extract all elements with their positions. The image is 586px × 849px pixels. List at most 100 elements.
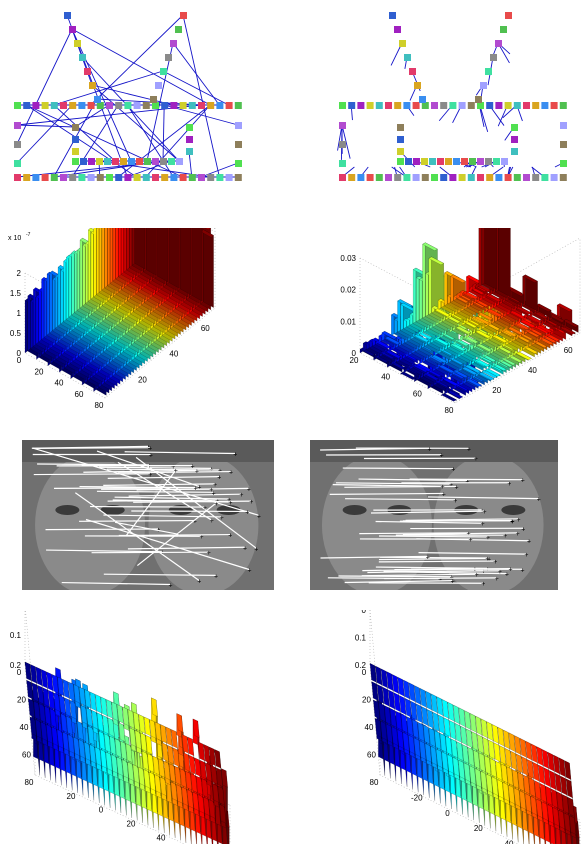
z-tick-label: 2: [17, 269, 22, 278]
graph-node: [468, 174, 475, 181]
arrow-head: +: [473, 567, 477, 574]
graph-node: [32, 102, 39, 109]
graph-node: [152, 158, 159, 165]
graph-node: [486, 102, 493, 109]
correspondence-line: [359, 533, 468, 534]
arrow-head: +: [207, 550, 211, 557]
graph-node: [134, 102, 141, 109]
arrow-head: +: [245, 509, 249, 516]
graph-node: [532, 174, 539, 181]
graph-node: [155, 82, 162, 89]
arrow-head: +: [257, 513, 261, 520]
graph-node: [51, 174, 58, 181]
graph-node: [469, 158, 476, 165]
graph-node: [64, 12, 71, 19]
graph-node: [445, 158, 452, 165]
y-tick-label: 20: [67, 792, 76, 801]
bar: [429, 257, 432, 315]
graph-node: [422, 174, 429, 181]
graph-node: [14, 160, 21, 167]
bar: [28, 294, 30, 351]
y-tick-label: 20: [127, 820, 136, 829]
bar3d-bottom-left: 0.20.1002040608020020406080: [0, 610, 240, 844]
x-tick-label: 0: [362, 668, 367, 677]
bar: [127, 228, 129, 270]
graph-node: [413, 102, 420, 109]
graph-node: [367, 174, 374, 181]
graph-node: [551, 174, 558, 181]
graph-node: [72, 136, 79, 143]
eye: [501, 505, 525, 515]
correspondence-line: [107, 469, 220, 470]
graph-node: [429, 158, 436, 165]
graph-node: [124, 174, 131, 181]
graph-node: [485, 158, 492, 165]
graph-node: [511, 136, 518, 143]
correspondence-line: [338, 576, 451, 577]
graph-node: [128, 158, 135, 165]
graph-node: [385, 174, 392, 181]
graph-node: [14, 102, 21, 109]
graph-node: [124, 102, 131, 109]
bar: [75, 250, 77, 312]
arrow-head: +: [508, 567, 512, 574]
graph-node: [60, 102, 67, 109]
bar: [398, 299, 401, 332]
graph-node: [514, 174, 521, 181]
graph-node: [495, 174, 502, 181]
z-tick-label: 1: [17, 309, 22, 318]
bar: [482, 228, 485, 285]
arrow-head: +: [441, 484, 445, 491]
graph-node: [480, 82, 487, 89]
eye: [55, 505, 79, 515]
arrow-head: +: [229, 470, 233, 477]
bar: [80, 238, 82, 308]
bar: [25, 299, 27, 353]
x-tick-label: 20: [350, 356, 359, 365]
correspondence-line: [33, 448, 150, 449]
z-tick-label: 0.1: [10, 631, 22, 640]
graph-node: [115, 102, 122, 109]
arrow-head: +: [451, 579, 455, 586]
bar: [36, 295, 38, 344]
graph-node: [144, 158, 151, 165]
arrow-head: +: [503, 533, 507, 540]
graph-node: [189, 174, 196, 181]
match-line: [92, 85, 179, 161]
graph-node: [226, 174, 233, 181]
bar: [108, 228, 110, 286]
z-tick-label: 0.1: [355, 634, 367, 643]
graph-node: [475, 96, 482, 103]
arrow-head: +: [516, 531, 520, 538]
graph-node: [389, 12, 396, 19]
arrow-head: +: [482, 509, 486, 516]
graph-node: [541, 174, 548, 181]
bar: [33, 288, 35, 347]
arrow-head: +: [147, 463, 151, 470]
graph-node: [14, 122, 21, 129]
graph-match-left-svg: [10, 4, 245, 182]
arrow-head: +: [148, 472, 152, 479]
x-tick-label: 80: [370, 778, 379, 787]
graph-node: [235, 122, 242, 129]
arrow-head: +: [428, 446, 432, 453]
arrow-head: +: [247, 486, 251, 493]
graph-node: [523, 102, 530, 109]
arrow-head: +: [481, 521, 485, 528]
x-tick-label: 60: [22, 751, 31, 760]
face-right: [148, 455, 258, 590]
graph-node: [459, 174, 466, 181]
graph-node: [207, 102, 214, 109]
arrow-head: +: [426, 554, 430, 561]
x-tick-label: 20: [17, 696, 26, 705]
graph-node: [60, 174, 67, 181]
arrow-head: +: [254, 546, 258, 553]
graph-node: [180, 174, 187, 181]
graph-node: [485, 68, 492, 75]
graph-node: [72, 148, 79, 155]
arrow-head: +: [249, 499, 253, 506]
bar: [66, 255, 68, 319]
graph-node: [94, 96, 101, 103]
